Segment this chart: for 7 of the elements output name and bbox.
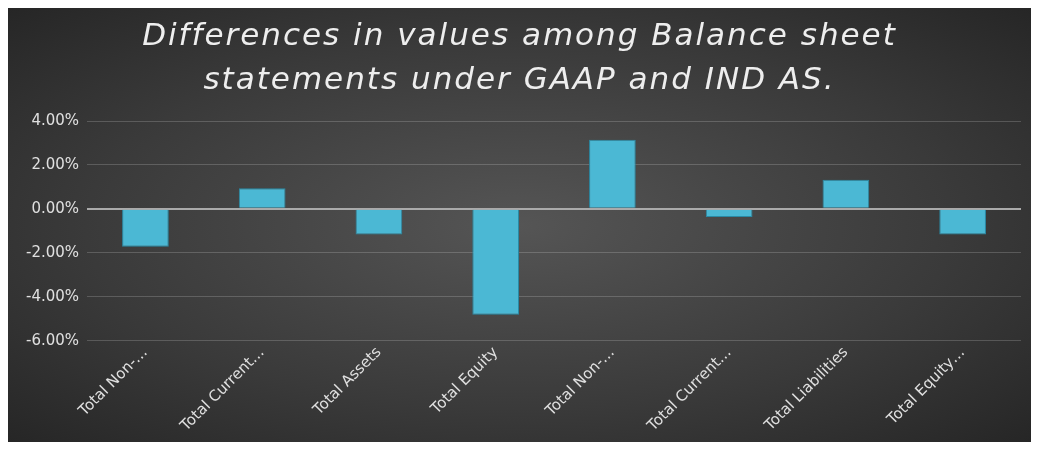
y-tick-label: -4.00%	[25, 286, 80, 305]
y-tick-label: -2.00%	[25, 242, 80, 261]
y-tick-label: 0.00%	[31, 198, 80, 217]
chart-title: Differences in values among Balance sheet statements under GAAP and IND AS.	[141, 15, 898, 98]
y-tick-label: -6.00%	[25, 330, 80, 349]
y-tick-label: 4.00%	[31, 110, 80, 129]
y-tick-label: 2.00%	[31, 154, 80, 173]
